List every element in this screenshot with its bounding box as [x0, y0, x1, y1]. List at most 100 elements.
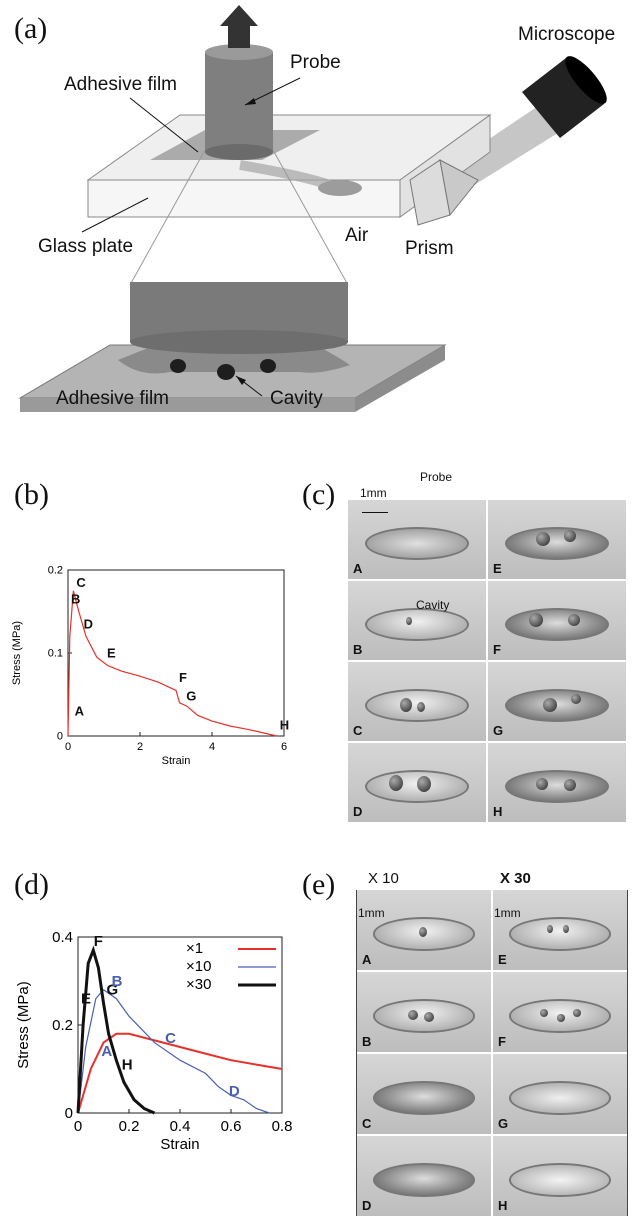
frame-letter: E [498, 952, 507, 967]
y-tick-label: 0.1 [48, 648, 63, 660]
point-label: H [280, 718, 289, 733]
photo-frame: H [493, 1136, 627, 1216]
header-x30: X 30 [500, 870, 531, 887]
point-label: A [75, 703, 85, 718]
x-tick-label: 0.6 [221, 1118, 242, 1135]
cavity [170, 359, 186, 373]
frame-letter: C [362, 1116, 372, 1131]
point-label: C [76, 575, 86, 590]
photo-frame: F [488, 581, 626, 660]
point-label: A [101, 1043, 112, 1060]
x-tick-label: 0 [65, 741, 71, 753]
point-label: E [107, 645, 116, 660]
apparatus-diagram [18, 5, 607, 412]
point-label: B [71, 591, 80, 606]
x-tick-label: 0.8 [272, 1118, 293, 1135]
frame-letter: A [362, 952, 372, 967]
label-air: Air [345, 225, 369, 246]
x-tick-label: 2 [137, 741, 143, 753]
x-tick-label: 0 [74, 1118, 82, 1135]
frame-letter: B [353, 642, 363, 657]
photo-frame: F [493, 972, 627, 1052]
zoom-plate-front [20, 398, 355, 412]
point-label: H [122, 1056, 133, 1073]
frame-letter: D [353, 804, 363, 819]
point-label: D [84, 616, 93, 631]
y-tick-label: 0.4 [52, 929, 73, 946]
frame-letter: F [493, 642, 501, 657]
zoom-plate-side [355, 345, 445, 412]
air-pocket [318, 180, 362, 196]
point-label: F [179, 670, 187, 685]
photo-frame: E [488, 500, 626, 579]
photo-frame: C [348, 662, 486, 741]
y-axis-label: Stress (MPa) [11, 621, 23, 685]
x-axis-label: Strain [162, 755, 191, 767]
scale-label-e-left: 1mm [358, 906, 385, 920]
point-label: B [112, 973, 123, 990]
x-tick-label: 6 [281, 741, 287, 753]
frame-letter: F [498, 1034, 506, 1049]
pull-arrow-icon [220, 5, 258, 48]
frame-letter: C [353, 723, 363, 738]
prism-face [439, 159, 479, 217]
point-label: D [229, 1083, 240, 1100]
label-probe-c: Probe [420, 470, 453, 484]
point-label: C [165, 1030, 176, 1047]
frame-letter: B [362, 1034, 372, 1049]
point-label: G [186, 688, 196, 703]
legend-label: ×1 [186, 940, 203, 957]
label-cavity: Cavity [270, 388, 323, 409]
frame-letter: G [498, 1116, 509, 1131]
label-adhesive-film-top: Adhesive film [64, 74, 177, 95]
light-beam [440, 90, 566, 200]
legend-label: ×10 [186, 958, 211, 975]
probe-body [205, 52, 273, 152]
y-axis-label: Stress (MPa) [15, 981, 32, 1069]
photo-frame: D [348, 743, 486, 822]
probe-top [205, 44, 273, 60]
frame-letter: G [493, 723, 504, 738]
chart-b: 0 2 4 6 0 0.1 0.2 Strain Stress (MPa) A BC DE FG H [11, 565, 289, 767]
panel-label-a: (a) [14, 12, 48, 45]
panel-label-d: (d) [14, 868, 49, 901]
series-line [67, 590, 277, 737]
frame-letter: E [493, 561, 502, 576]
cavity [260, 359, 276, 373]
series-line [77, 1032, 283, 1114]
point-label: G [107, 982, 119, 999]
photo-frame: G [493, 1054, 627, 1134]
photo-frame: B [348, 581, 486, 660]
series-line [76, 945, 156, 1115]
panel-label-b: (b) [14, 478, 49, 511]
scale-bar-c [362, 512, 388, 513]
scale-label-e-right: 1mm [494, 906, 521, 920]
label-probe: Probe [290, 52, 341, 73]
photo-grid-c: A E B F C G D H [348, 500, 626, 822]
plot-frame [67, 569, 285, 737]
photo-frame: A [357, 890, 491, 970]
cavity [217, 364, 235, 380]
photo-frame: C [357, 1054, 491, 1134]
panel-label-c: (c) [302, 478, 336, 511]
photo-frame: B [357, 972, 491, 1052]
label-adhesive-film-bottom: Adhesive film [56, 388, 169, 409]
microscope-icon [522, 56, 607, 138]
frame-letter: H [493, 804, 503, 819]
label-cavity-c: Cavity [416, 598, 450, 612]
x-tick-label: 4 [209, 741, 215, 753]
photo-frame: A [348, 500, 486, 579]
probe-bottom [205, 144, 273, 160]
frame-letter: A [353, 561, 363, 576]
y-tick-label: 0 [65, 1105, 73, 1122]
photo-frame: E [493, 890, 627, 970]
x-tick-label: 0.2 [119, 1118, 140, 1135]
header-x10: X 10 [368, 870, 399, 887]
photo-frame: D [357, 1136, 491, 1216]
label-microscope: Microscope [518, 24, 616, 45]
frame-letter: D [362, 1198, 372, 1213]
y-tick-label: 0.2 [52, 1017, 73, 1034]
panel-label-e: (e) [302, 868, 336, 901]
point-label: F [94, 933, 103, 950]
x-tick-label: 0.4 [170, 1118, 191, 1135]
